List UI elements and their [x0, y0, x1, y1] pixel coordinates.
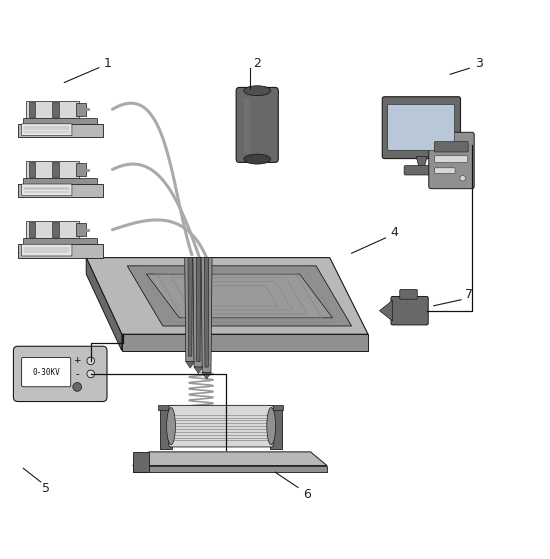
Circle shape [460, 176, 465, 181]
Ellipse shape [167, 408, 175, 445]
Polygon shape [205, 258, 209, 367]
Text: 6: 6 [303, 487, 311, 500]
Polygon shape [76, 163, 86, 176]
Text: 5: 5 [42, 482, 50, 495]
Polygon shape [201, 258, 212, 372]
Circle shape [87, 357, 95, 364]
Text: 3: 3 [475, 57, 482, 70]
Polygon shape [196, 258, 201, 362]
Text: 1: 1 [104, 57, 112, 70]
Polygon shape [18, 124, 103, 137]
FancyBboxPatch shape [434, 141, 468, 152]
Ellipse shape [244, 154, 271, 164]
Ellipse shape [244, 86, 271, 96]
FancyBboxPatch shape [400, 290, 417, 299]
Polygon shape [26, 162, 79, 178]
Polygon shape [133, 466, 327, 472]
Polygon shape [127, 266, 351, 326]
Polygon shape [23, 178, 97, 184]
FancyBboxPatch shape [435, 168, 455, 173]
FancyBboxPatch shape [382, 97, 460, 159]
Text: 2: 2 [254, 57, 261, 70]
FancyBboxPatch shape [435, 156, 468, 163]
Polygon shape [188, 258, 192, 356]
Polygon shape [133, 452, 149, 472]
Polygon shape [202, 372, 211, 379]
Polygon shape [76, 103, 86, 116]
Polygon shape [52, 222, 59, 237]
Polygon shape [270, 408, 282, 449]
Polygon shape [26, 221, 79, 238]
Polygon shape [186, 362, 195, 368]
Polygon shape [52, 162, 59, 177]
Polygon shape [26, 101, 79, 117]
Polygon shape [268, 405, 283, 410]
Polygon shape [158, 405, 174, 410]
Polygon shape [133, 452, 327, 466]
Polygon shape [76, 223, 86, 236]
FancyBboxPatch shape [169, 405, 273, 447]
Polygon shape [86, 258, 122, 350]
FancyBboxPatch shape [244, 98, 250, 153]
Polygon shape [52, 102, 59, 117]
Polygon shape [160, 408, 172, 449]
Polygon shape [122, 334, 368, 350]
Text: +: + [74, 357, 81, 366]
Polygon shape [416, 157, 427, 167]
Polygon shape [379, 300, 393, 321]
Polygon shape [194, 367, 203, 373]
Polygon shape [18, 184, 103, 197]
FancyBboxPatch shape [404, 165, 440, 175]
FancyBboxPatch shape [21, 244, 72, 256]
Polygon shape [29, 222, 35, 237]
Polygon shape [29, 162, 35, 177]
Polygon shape [23, 238, 97, 244]
Text: 7: 7 [465, 288, 473, 301]
FancyBboxPatch shape [388, 105, 454, 150]
FancyBboxPatch shape [236, 87, 278, 163]
Text: 4: 4 [390, 226, 398, 239]
FancyBboxPatch shape [429, 132, 474, 188]
Circle shape [87, 370, 95, 378]
FancyBboxPatch shape [13, 346, 107, 401]
FancyBboxPatch shape [21, 124, 72, 136]
Polygon shape [23, 117, 97, 124]
Polygon shape [185, 258, 196, 362]
Circle shape [73, 382, 81, 391]
Ellipse shape [267, 408, 276, 445]
Polygon shape [86, 258, 368, 334]
FancyBboxPatch shape [21, 357, 71, 387]
Polygon shape [29, 102, 35, 117]
Polygon shape [18, 244, 103, 258]
Text: 0-30KV: 0-30KV [32, 368, 60, 377]
Text: -: - [75, 369, 79, 379]
Polygon shape [193, 258, 204, 367]
Polygon shape [146, 274, 332, 318]
FancyBboxPatch shape [21, 184, 72, 196]
FancyBboxPatch shape [391, 296, 428, 325]
